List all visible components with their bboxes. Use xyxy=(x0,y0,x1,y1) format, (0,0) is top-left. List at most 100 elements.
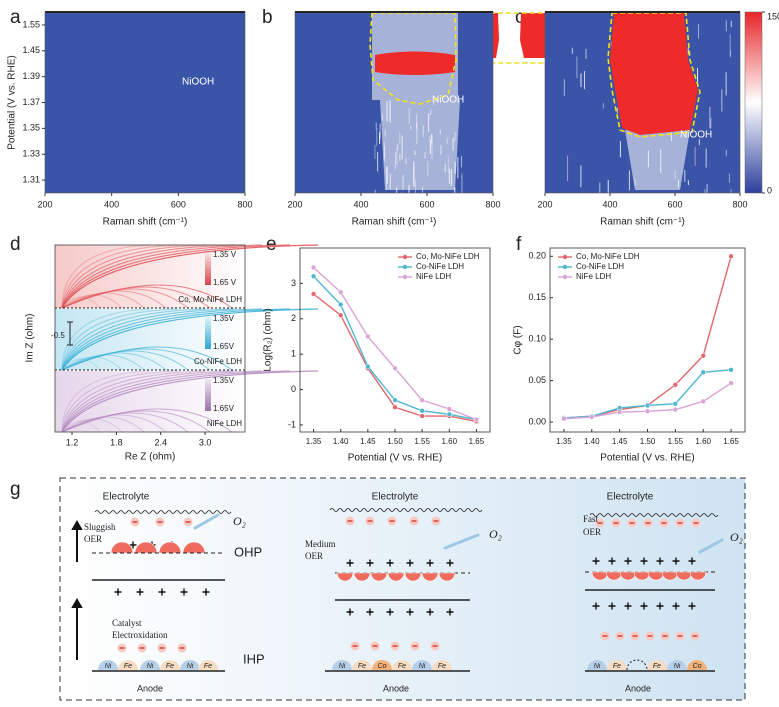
data-point xyxy=(338,312,344,318)
metal-atom xyxy=(352,660,372,670)
data-point xyxy=(672,382,679,388)
electrolyte-label: Electrolyte xyxy=(103,492,150,503)
anode-label: Anode xyxy=(383,683,409,693)
metal-atom xyxy=(607,660,627,670)
y-axis-label: Potential (V vs. RHE) xyxy=(7,55,18,149)
x-axis-label: Potential (V vs. RHE) xyxy=(600,453,694,464)
y-tick-label: 1.39 xyxy=(22,71,40,81)
x-tick-label: 800 xyxy=(237,199,252,209)
impedance-arc xyxy=(61,244,179,309)
data-point xyxy=(589,414,595,420)
y-tick-label: 0.20 xyxy=(528,251,546,261)
rate-label: OER xyxy=(84,534,102,544)
metal-atom xyxy=(587,660,607,670)
o2-label: O₂ xyxy=(730,530,743,544)
impedance-arc xyxy=(61,346,233,371)
x-tick-label: 3.0 xyxy=(199,437,212,447)
colorbar-label: 0 xyxy=(767,185,772,195)
y-tick-label: 1.33 xyxy=(22,149,40,159)
x-axis-label: Raman shift (cm⁻¹) xyxy=(103,217,188,228)
legend-label: NiFe LDH xyxy=(576,272,611,281)
y-tick-label: 0 xyxy=(291,384,296,394)
potential-label: 1.35V xyxy=(213,376,235,385)
metal-atom xyxy=(392,660,412,670)
x-tick-label: 1.2 xyxy=(66,437,79,447)
atom-label: Ni xyxy=(147,663,154,670)
panel-label: c xyxy=(515,7,525,28)
adsorbed-species xyxy=(336,572,354,582)
metal-atom xyxy=(118,660,138,670)
atom-label: Ni xyxy=(674,663,681,670)
y-tick-label: 0.15 xyxy=(528,292,546,302)
rate-label: OER xyxy=(583,527,601,537)
atom-label: Ni xyxy=(339,663,346,670)
plus-sign xyxy=(158,588,166,596)
data-point xyxy=(419,408,425,414)
x-tick-label: 1.60 xyxy=(441,437,457,446)
y-axis-label: Im Z (ohm) xyxy=(25,314,36,363)
data-point xyxy=(338,289,344,295)
metal-atom xyxy=(432,660,452,670)
panel-label: d xyxy=(10,234,21,255)
atom-label: Fe xyxy=(398,663,406,670)
legend-label: Co, Mo-NiFe LDH xyxy=(576,252,640,261)
legend-marker xyxy=(402,274,408,280)
x-tick-label: 1.35 xyxy=(306,437,322,446)
impedance-arc xyxy=(61,244,291,309)
plus-sign xyxy=(366,608,374,616)
atom-label: Fe xyxy=(653,663,661,670)
colorbar xyxy=(744,11,763,194)
arrow xyxy=(71,597,83,660)
data-point xyxy=(419,413,425,419)
panel-label: b xyxy=(262,7,273,28)
annotation: NiOOH xyxy=(182,77,214,88)
adsorbed-species xyxy=(353,572,371,582)
x-tick-label: 400 xyxy=(602,199,617,209)
impedance-arc xyxy=(61,244,235,309)
rate-label: Medium xyxy=(305,539,336,549)
impedance-arc xyxy=(61,308,151,371)
atom-label: Ni xyxy=(187,663,194,670)
atom-label: Fe xyxy=(204,663,212,670)
o2-arrow xyxy=(443,533,480,550)
data-point xyxy=(419,397,425,403)
metal-atom xyxy=(332,660,352,670)
plus-sign xyxy=(608,557,616,565)
data-point xyxy=(700,369,706,375)
data-point xyxy=(310,264,317,271)
impedance-arc xyxy=(61,308,235,371)
impedance-arc xyxy=(61,308,291,371)
data-point xyxy=(700,353,706,359)
legend-marker xyxy=(402,254,408,260)
electrolyte-wave xyxy=(329,508,483,512)
impedance-arc xyxy=(61,420,101,433)
plus-sign xyxy=(426,559,434,567)
plus-sign xyxy=(346,608,354,616)
y-tick-label: 2 xyxy=(291,313,296,323)
x-tick-label: 800 xyxy=(732,199,747,209)
data-point xyxy=(672,401,679,407)
data-point xyxy=(446,411,452,417)
anode-label: Anode xyxy=(625,683,651,693)
adsorbed-species xyxy=(421,572,439,582)
x-tick-label: 1.40 xyxy=(584,437,600,446)
y-tick-label: 0.00 xyxy=(528,416,546,426)
atom-label: Ni xyxy=(105,663,112,670)
potential-label: 1.65 V xyxy=(213,278,237,287)
y-tick-label: 0.05 xyxy=(528,375,546,385)
data-point xyxy=(392,404,398,410)
adsorbed-species xyxy=(110,541,134,554)
plus-sign xyxy=(180,588,188,596)
scale-bar xyxy=(67,321,73,346)
data-point xyxy=(365,363,371,370)
x-tick-label: 1.55 xyxy=(414,437,430,446)
data-point xyxy=(672,406,679,413)
metal-atom xyxy=(180,660,200,670)
x-tick-label: 1.65 xyxy=(469,437,485,446)
x-tick-label: 1.60 xyxy=(695,437,711,446)
legend-label: Co, Mo-NiFe LDH xyxy=(416,252,480,261)
x-axis-label: Potential (V vs. RHE) xyxy=(348,453,442,464)
annotation: NiOOH xyxy=(680,130,712,141)
series-name: Co, Mo-NiFe LDH xyxy=(178,295,242,304)
